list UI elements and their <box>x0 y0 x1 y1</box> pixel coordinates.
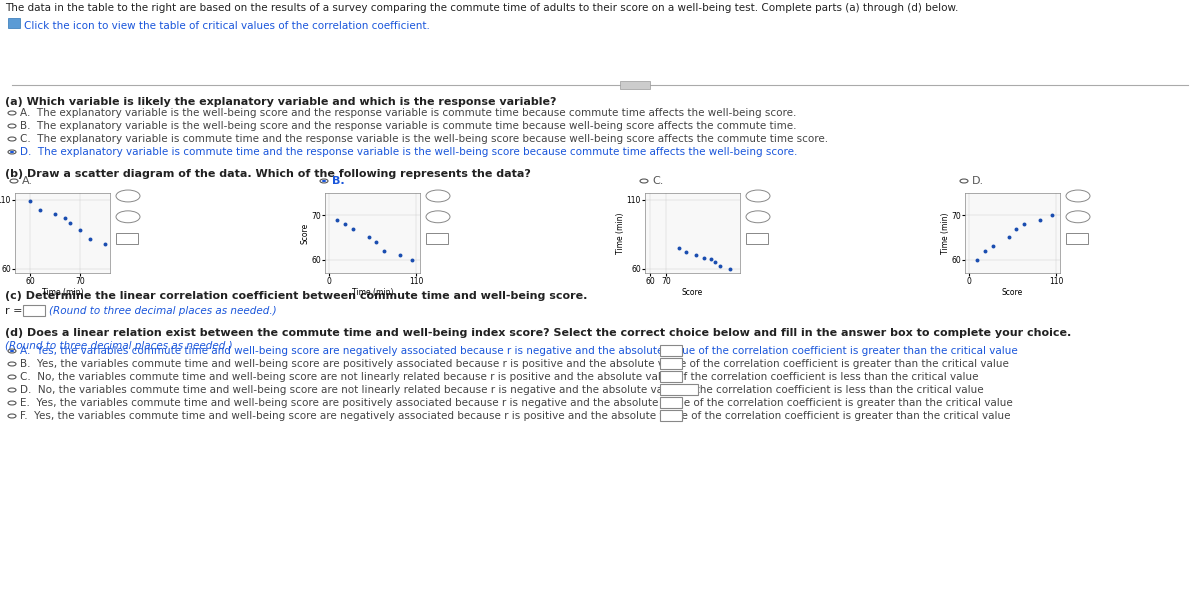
Point <box>695 253 714 262</box>
Text: (d) Does a linear relation exist between the commute time and well-being index s: (d) Does a linear relation exist between… <box>5 328 1072 338</box>
Text: r =: r = <box>5 306 26 316</box>
Point <box>46 209 65 218</box>
Point <box>686 250 706 260</box>
Bar <box>8 18 20 28</box>
Text: -.9763: -.9763 <box>662 385 697 395</box>
Bar <box>620 81 650 89</box>
Point <box>998 233 1018 242</box>
Point <box>983 242 1002 251</box>
Point <box>96 239 115 249</box>
Bar <box>660 371 682 382</box>
Text: The data in the table to the right are based on the results of a survey comparin: The data in the table to the right are b… <box>5 3 959 13</box>
Bar <box>660 384 698 395</box>
Text: (b) Draw a scatter diagram of the data. Which of the following represents the da: (b) Draw a scatter diagram of the data. … <box>5 169 530 179</box>
Text: B.  Yes, the variables commute time and well-being score are positively associat: B. Yes, the variables commute time and w… <box>20 359 1009 369</box>
Text: (a) Which variable is likely the explanatory variable and which is the response : (a) Which variable is likely the explana… <box>5 97 557 107</box>
Point <box>710 261 730 271</box>
Text: D.  The explanatory variable is commute time and the response variable is the we: D. The explanatory variable is commute t… <box>20 147 797 157</box>
Y-axis label: Time (min): Time (min) <box>941 212 949 253</box>
Text: (c) Determine the linear correlation coefficient between commute time and well-b: (c) Determine the linear correlation coe… <box>5 291 587 301</box>
Y-axis label: Score: Score <box>301 223 310 243</box>
Bar <box>746 233 768 243</box>
Text: D.  No, the variables commute time and well-being score are not linearly related: D. No, the variables commute time and we… <box>20 385 984 395</box>
Text: Click the icon to view the table of critical values of the correlation coefficie: Click the icon to view the table of crit… <box>24 21 430 31</box>
Point <box>1007 224 1026 233</box>
Circle shape <box>10 151 14 153</box>
Bar <box>660 358 682 369</box>
Point <box>706 257 725 267</box>
Point <box>343 224 362 233</box>
Text: A.  Yes, the variables commute time and well-being score are negatively associat: A. Yes, the variables commute time and w… <box>20 346 1018 356</box>
Point <box>30 205 49 214</box>
Point <box>359 233 378 242</box>
Point <box>60 218 79 228</box>
Point <box>1043 211 1062 220</box>
Bar <box>116 233 138 243</box>
Point <box>720 264 739 274</box>
Text: A.: A. <box>22 176 34 186</box>
Text: C.  No, the variables commute time and well-being score are not linearly related: C. No, the variables commute time and we… <box>20 372 978 382</box>
Text: (Round to three decimal places as needed.): (Round to three decimal places as needed… <box>5 341 233 351</box>
Text: E.  Yes, the variables commute time and well-being score are positively associat: E. Yes, the variables commute time and w… <box>20 398 1013 408</box>
Bar <box>23 305 46 316</box>
X-axis label: Score: Score <box>1002 287 1024 296</box>
Point <box>20 196 40 206</box>
Point <box>367 237 386 247</box>
Circle shape <box>322 180 326 182</box>
Point <box>677 248 696 257</box>
Text: (Round to three decimal places as needed.): (Round to three decimal places as needed… <box>49 306 277 316</box>
Point <box>670 243 689 253</box>
Circle shape <box>10 350 14 352</box>
Text: B.  The explanatory variable is the well-being score and the response variable i: B. The explanatory variable is the well-… <box>20 121 797 131</box>
Bar <box>660 397 682 408</box>
Text: B.: B. <box>332 176 344 186</box>
Bar <box>1066 233 1087 243</box>
Point <box>80 234 100 243</box>
Bar <box>660 410 682 421</box>
Text: C.  The explanatory variable is commute time and the response variable is the we: C. The explanatory variable is commute t… <box>20 134 828 144</box>
Point <box>335 220 354 229</box>
X-axis label: Time (min): Time (min) <box>352 287 394 296</box>
Y-axis label: Time (min): Time (min) <box>616 212 625 253</box>
Bar <box>660 345 682 356</box>
Point <box>55 213 74 223</box>
Text: D.: D. <box>972 176 984 186</box>
Point <box>328 215 347 224</box>
Point <box>967 255 986 264</box>
Text: A.  The explanatory variable is the well-being score and the response variable i: A. The explanatory variable is the well-… <box>20 108 797 118</box>
Bar <box>426 233 448 243</box>
X-axis label: Time (min): Time (min) <box>42 287 83 296</box>
Point <box>71 226 90 235</box>
Text: F.  Yes, the variables commute time and well-being score are negatively associat: F. Yes, the variables commute time and w… <box>20 411 1010 421</box>
Point <box>1015 220 1034 229</box>
Point <box>1031 215 1050 224</box>
X-axis label: Score: Score <box>682 287 703 296</box>
Point <box>391 250 410 260</box>
Point <box>402 255 421 264</box>
Point <box>976 246 995 255</box>
Point <box>701 255 720 264</box>
Text: C.: C. <box>652 176 664 186</box>
Point <box>374 246 394 255</box>
